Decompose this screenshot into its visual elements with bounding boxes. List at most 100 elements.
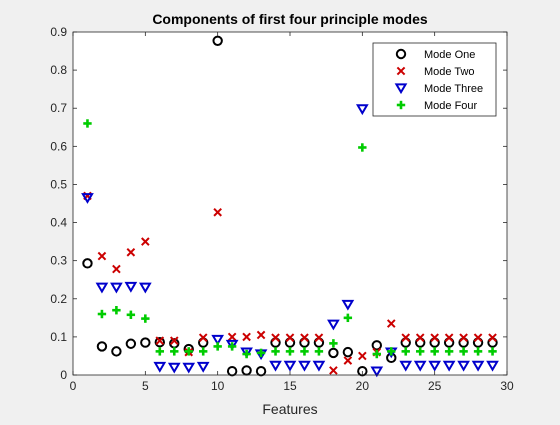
data-point <box>444 347 454 356</box>
data-point <box>269 360 282 372</box>
data-point <box>327 319 340 331</box>
data-point <box>256 330 266 340</box>
data-point <box>271 347 280 356</box>
data-point <box>242 349 251 359</box>
data-point <box>386 319 396 328</box>
chart-title: Components of first four principle modes <box>152 11 428 27</box>
legend-entry: Mode Two <box>424 66 475 78</box>
y-tick-label: 0 <box>60 368 67 382</box>
data-point <box>95 282 109 294</box>
data-point <box>141 314 150 323</box>
data-point <box>225 339 239 351</box>
data-point <box>96 341 108 352</box>
y-tick-label: 0.6 <box>50 139 67 153</box>
data-point <box>430 347 439 356</box>
data-point <box>199 347 208 356</box>
data-point <box>329 339 338 348</box>
data-point <box>300 333 309 342</box>
data-point <box>401 333 411 342</box>
data-point <box>141 237 150 246</box>
data-point <box>169 336 179 346</box>
data-point <box>83 119 92 128</box>
data-point <box>341 299 355 311</box>
data-point <box>227 332 237 342</box>
data-point <box>358 143 367 152</box>
legend-entry: Mode One <box>424 49 475 61</box>
data-point <box>182 362 196 374</box>
data-point <box>256 348 266 358</box>
data-point <box>387 347 396 356</box>
legend-marker <box>396 100 406 110</box>
y-tick-label: 0.2 <box>50 292 67 306</box>
data-point <box>170 347 179 356</box>
data-point <box>488 333 497 342</box>
data-point <box>285 347 295 356</box>
data-point <box>155 347 164 356</box>
data-point <box>300 347 309 356</box>
y-tick-label: 0.1 <box>50 330 67 344</box>
y-tick-label: 0.3 <box>50 254 67 268</box>
legend-marker <box>396 66 406 76</box>
data-point <box>343 313 353 323</box>
legend-box <box>372 42 497 117</box>
data-point <box>459 333 468 342</box>
data-point <box>213 342 222 351</box>
data-point <box>125 338 137 349</box>
data-point <box>415 333 425 342</box>
data-point <box>285 333 295 342</box>
y-tick-label: 0.5 <box>50 177 67 191</box>
data-point <box>416 347 425 356</box>
data-point <box>112 264 121 274</box>
data-point <box>298 360 311 372</box>
x-tick-label: 15 <box>283 379 297 393</box>
data-point <box>486 360 499 372</box>
x-tick-label: 20 <box>356 379 370 393</box>
data-point <box>428 360 442 372</box>
data-point <box>459 347 468 356</box>
x-tick-label: 10 <box>211 379 225 393</box>
x-tick-label: 25 <box>428 379 442 393</box>
data-point <box>370 366 384 378</box>
data-point <box>283 360 297 372</box>
legend: Mode One Mode Two Mode Three Mode Four <box>372 42 497 117</box>
series-mode-three <box>81 104 499 378</box>
data-point <box>126 247 136 257</box>
data-point <box>196 361 210 373</box>
data-point <box>358 351 367 361</box>
data-point <box>372 349 381 359</box>
data-point <box>155 336 165 346</box>
data-point <box>371 340 382 351</box>
legend-entry: Mode Three <box>424 83 483 95</box>
y-tick-label: 0.8 <box>50 63 67 77</box>
data-point <box>314 347 324 356</box>
x-axis-label: Features <box>262 401 317 417</box>
data-point <box>328 347 339 359</box>
x-tick-label: 30 <box>500 379 514 393</box>
data-point <box>213 207 222 217</box>
data-point <box>198 333 208 342</box>
data-point <box>212 35 223 46</box>
data-point <box>342 346 354 358</box>
data-point <box>271 333 280 342</box>
data-point <box>242 332 251 342</box>
data-point <box>154 337 166 348</box>
data-point <box>126 310 136 319</box>
data-point <box>112 306 121 315</box>
data-point <box>488 347 497 356</box>
data-point <box>140 337 151 348</box>
data-point <box>343 356 353 365</box>
data-point <box>473 347 483 356</box>
data-point <box>124 281 138 293</box>
data-point <box>110 282 123 294</box>
data-point <box>430 333 439 342</box>
data-point <box>457 360 470 372</box>
data-point <box>211 334 225 346</box>
data-point <box>312 360 326 372</box>
y-tick-label: 0.7 <box>50 101 67 115</box>
data-point <box>471 360 485 372</box>
data-point <box>184 347 193 356</box>
x-tick-label: 5 <box>142 379 149 393</box>
data-layer <box>81 35 499 378</box>
